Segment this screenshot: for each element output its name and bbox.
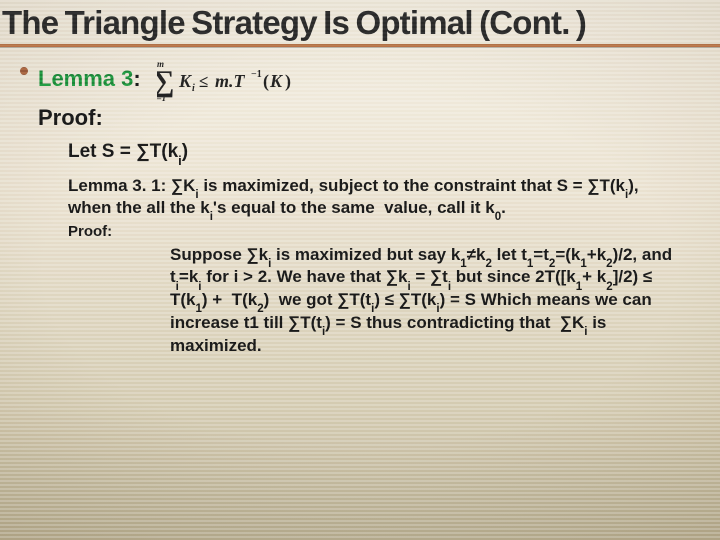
sum-rhs-paren2: ) (285, 71, 291, 92)
lemma-3-1: Lemma 3. 1: ∑Ki is maximized, subject to… (68, 175, 670, 219)
sum-lower: i=1 (157, 93, 166, 103)
sum-rhs-exp: −1 (251, 69, 262, 80)
lemma-3-label: Lemma 3 (38, 66, 133, 91)
slide-title: The Triangle Strategy Is Optimal (Cont. … (0, 0, 720, 42)
sum-rhs-m: m.T (215, 71, 246, 91)
sum-leq: ≤ (199, 72, 208, 91)
proof-body: Suppose ∑ki is maximized but say k1≠k2 l… (170, 244, 678, 358)
bullet-row: Lemma 3: m ∑ i=1 K i ≤ m.T −1 ( K ) (20, 57, 700, 103)
proof-label: Proof: (38, 105, 700, 131)
title-underline (0, 44, 720, 47)
let-s-line: Let S = ∑T(ki) (68, 141, 700, 163)
bullet-dot-icon (20, 67, 28, 75)
sum-body-sub: i (192, 83, 195, 94)
sum-rhs-K: K (269, 71, 284, 91)
lemma-3-formula: m ∑ i=1 K i ≤ m.T −1 ( K ) (157, 57, 327, 103)
lemma-3-colon: : (133, 66, 146, 91)
summation-icon: m ∑ i=1 K i ≤ m.T −1 ( K ) (157, 57, 327, 103)
proof-2-label: Proof: (68, 223, 700, 240)
lemma-3-line: Lemma 3: m ∑ i=1 K i ≤ m.T −1 ( K ) (38, 57, 327, 103)
sum-body: K (178, 71, 193, 91)
slide-content: Lemma 3: m ∑ i=1 K i ≤ m.T −1 ( K ) Proo… (0, 57, 720, 357)
sum-rhs-paren: ( (263, 71, 269, 92)
